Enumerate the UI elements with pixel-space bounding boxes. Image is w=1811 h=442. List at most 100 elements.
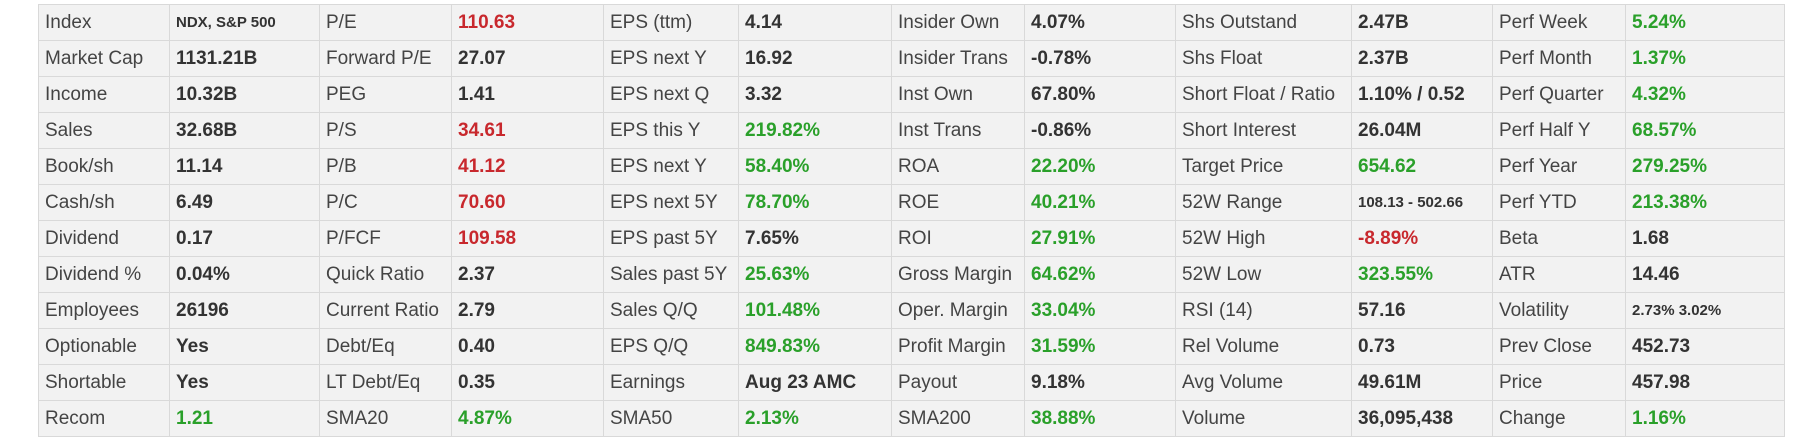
metric-value: 33.04% (1024, 292, 1176, 329)
metric-label: EPS this Y (603, 112, 739, 149)
table-row: Dividend 0.17 P/FCF 109.58 EPS past 5Y 7.65% R… (38, 220, 1785, 257)
table-row: Index NDX, S&P 500 P/E 110.63 EPS (ttm) 4.14 I… (38, 4, 1785, 41)
metric-value: 27.07 (451, 40, 604, 77)
table-row: Employees 26196 Current Ratio 2.79 Sales Q/Q… (38, 292, 1785, 329)
metric-label: Perf YTD (1492, 184, 1626, 221)
metric-value: 38.88% (1024, 400, 1176, 437)
metric-value: 654.62 (1351, 148, 1493, 185)
metric-value: 5.24% (1625, 4, 1785, 41)
metric-label: Income (38, 76, 170, 113)
metric-label: RSI (14) (1175, 292, 1352, 329)
metric-value: 213.38% (1625, 184, 1785, 221)
metric-label: Forward P/E (319, 40, 452, 77)
metric-value: 11.14 (169, 148, 320, 185)
metric-value: 109.58 (451, 220, 604, 257)
metric-value: 36,095,438 (1351, 400, 1493, 437)
metric-label: Avg Volume (1175, 364, 1352, 401)
metric-label: Perf Half Y (1492, 112, 1626, 149)
metric-value: Yes (169, 364, 320, 401)
metric-label: ROE (891, 184, 1025, 221)
metric-value: 0.17 (169, 220, 320, 257)
metric-label: Beta (1492, 220, 1626, 257)
metric-label: P/S (319, 112, 452, 149)
metric-value: 1.16% (1625, 400, 1785, 437)
metric-value: 101.48% (738, 292, 892, 329)
metric-value: 1.41 (451, 76, 604, 113)
metric-label: Short Float / Ratio (1175, 76, 1352, 113)
metric-value: 1131.21B (169, 40, 320, 77)
metric-label: Shs Float (1175, 40, 1352, 77)
metric-label: Target Price (1175, 148, 1352, 185)
metric-value: -8.89% (1351, 220, 1493, 257)
metric-value: 1.10% / 0.52 (1351, 76, 1493, 113)
metric-value: 26.04M (1351, 112, 1493, 149)
metric-label: Debt/Eq (319, 328, 452, 365)
metric-value: 41.12 (451, 148, 604, 185)
metric-label: ATR (1492, 256, 1626, 293)
metric-value: 4.07% (1024, 4, 1176, 41)
metric-value: 67.80% (1024, 76, 1176, 113)
metric-value: Yes (169, 328, 320, 365)
table-row: Optionable Yes Debt/Eq 0.40 EPS Q/Q 849.83% Pr… (38, 328, 1785, 365)
metric-label: Insider Trans (891, 40, 1025, 77)
metric-label: Current Ratio (319, 292, 452, 329)
metric-label: Perf Quarter (1492, 76, 1626, 113)
metric-label: Recom (38, 400, 170, 437)
metric-value: 0.35 (451, 364, 604, 401)
metric-label: EPS next Y (603, 148, 739, 185)
metric-label: Gross Margin (891, 256, 1025, 293)
metric-label: Employees (38, 292, 170, 329)
metric-label: Cash/sh (38, 184, 170, 221)
metric-value: 2.13% (738, 400, 892, 437)
metric-value: 22.20% (1024, 148, 1176, 185)
metric-label: Shortable (38, 364, 170, 401)
metric-label: Insider Own (891, 4, 1025, 41)
metric-label: Optionable (38, 328, 170, 365)
metric-label: 52W Low (1175, 256, 1352, 293)
metric-value: 2.73% 3.02% (1625, 292, 1785, 329)
table-row: Market Cap 1131.21B Forward P/E 27.07 EPS ne… (38, 40, 1785, 77)
metric-value: 32.68B (169, 112, 320, 149)
metric-value: 1.21 (169, 400, 320, 437)
metric-label: EPS next 5Y (603, 184, 739, 221)
metric-value: 34.61 (451, 112, 604, 149)
metric-label: LT Debt/Eq (319, 364, 452, 401)
metric-value: 68.57% (1625, 112, 1785, 149)
metric-value: 2.79 (451, 292, 604, 329)
snapshot-table: Index NDX, S&P 500 P/E 110.63 EPS (ttm) 4.14 I… (38, 4, 1785, 437)
metric-value: 110.63 (451, 4, 604, 41)
metric-value: 58.40% (738, 148, 892, 185)
table-row: Sales 32.68B P/S 34.61 EPS this Y 219.82% Inst… (38, 112, 1785, 149)
metric-label: P/FCF (319, 220, 452, 257)
metric-label: Book/sh (38, 148, 170, 185)
metric-label: Shs Outstand (1175, 4, 1352, 41)
metric-value: 4.32% (1625, 76, 1785, 113)
table-row: Dividend % 0.04% Quick Ratio 2.37 Sales past… (38, 256, 1785, 293)
metric-label: Prev Close (1492, 328, 1626, 365)
metric-label: Payout (891, 364, 1025, 401)
metric-label: P/E (319, 4, 452, 41)
metric-value: 64.62% (1024, 256, 1176, 293)
metric-label: Index (38, 4, 170, 41)
metric-label: Perf Month (1492, 40, 1626, 77)
metric-label: Change (1492, 400, 1626, 437)
table-row: Shortable Yes LT Debt/Eq 0.35 Earnings Aug 23… (38, 364, 1785, 401)
metric-label: Perf Week (1492, 4, 1626, 41)
metric-value: 27.91% (1024, 220, 1176, 257)
table-row: Recom 1.21 SMA20 4.87% SMA50 2.13% SMA200 38.88… (38, 400, 1785, 437)
metric-label: Earnings (603, 364, 739, 401)
metric-value: 3.32 (738, 76, 892, 113)
table-row: Book/sh 11.14 P/B 41.12 EPS next Y 58.40% ROA 2… (38, 148, 1785, 185)
metric-label: Market Cap (38, 40, 170, 77)
table-row: Income 10.32B PEG 1.41 EPS next Q 3.32 Inst Ow… (38, 76, 1785, 113)
metric-value: 25.63% (738, 256, 892, 293)
metric-value: 4.14 (738, 4, 892, 41)
metric-value: 219.82% (738, 112, 892, 149)
metric-value: 14.46 (1625, 256, 1785, 293)
metric-label: EPS next Q (603, 76, 739, 113)
metric-label: EPS next Y (603, 40, 739, 77)
metric-label: ROA (891, 148, 1025, 185)
metric-label: Inst Own (891, 76, 1025, 113)
metric-label: Perf Year (1492, 148, 1626, 185)
metric-label: ROI (891, 220, 1025, 257)
